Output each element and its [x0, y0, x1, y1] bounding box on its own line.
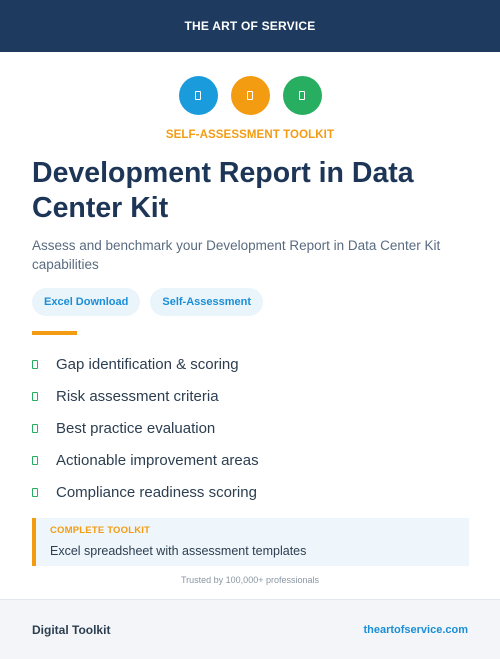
badge-row: Excel Download Self-Assessment [32, 288, 264, 316]
document-icon [282, 76, 322, 115]
check-icon [32, 359, 38, 369]
footer-label: Digital Toolkit [32, 622, 111, 637]
list-item: Risk assessment criteria [32, 380, 259, 412]
icon-row [0, 76, 500, 115]
eyebrow-label: SELF-ASSESSMENT TOOLKIT [165, 129, 335, 141]
document-glyph-icon [195, 91, 201, 100]
trust-note: Trusted by 100,000+ professionals [180, 575, 319, 585]
feature-label: Risk assessment criteria [56, 387, 219, 405]
badge-excel-download: Excel Download [32, 288, 141, 316]
page-subtitle: Assess and benchmark your Development Re… [32, 238, 441, 272]
document-glyph-icon [247, 91, 253, 100]
list-item: Gap identification & scoring [32, 348, 259, 380]
document-icon [178, 76, 218, 115]
feature-label: Gap identification & scoring [56, 355, 239, 373]
feature-label: Compliance readiness scoring [56, 483, 257, 501]
check-icon [32, 455, 38, 465]
callout-eyebrow: COMPLETE TOOLKIT [50, 525, 151, 536]
header-bar: THE ART OF SERVICE [0, 0, 500, 52]
list-item: Best practice evaluation [32, 412, 259, 444]
page-title: Development Report in Data Center Kit [32, 157, 414, 224]
accent-divider [32, 331, 77, 335]
callout-text: Excel spreadsheet with assessment templa… [50, 544, 307, 558]
footer-bar: Digital Toolkit theartofservice.com [0, 599, 500, 659]
check-icon [32, 391, 38, 401]
document-icon [230, 76, 270, 115]
list-item: Compliance readiness scoring [32, 476, 259, 508]
feature-label: Actionable improvement areas [56, 451, 259, 469]
feature-label: Best practice evaluation [56, 419, 216, 437]
website-link[interactable]: theartofservice.com [363, 623, 468, 636]
document-glyph-icon [299, 91, 305, 100]
feature-list: Gap identification & scoring Risk assess… [32, 348, 259, 508]
list-item: Actionable improvement areas [32, 444, 259, 476]
toolkit-callout: COMPLETE TOOLKIT Excel spreadsheet with … [32, 518, 469, 566]
brand-title: THE ART OF SERVICE [184, 19, 316, 33]
badge-self-assessment: Self-Assessment [150, 288, 264, 316]
check-icon [32, 487, 38, 497]
check-icon [32, 423, 38, 433]
